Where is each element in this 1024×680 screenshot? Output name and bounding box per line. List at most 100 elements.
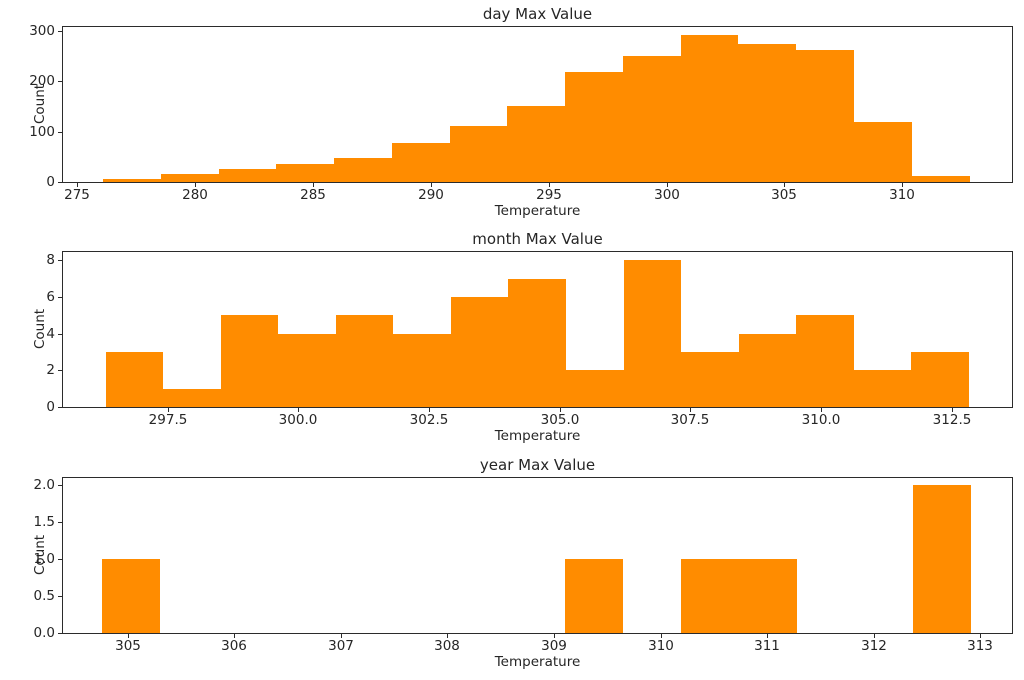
y-tick-mark — [58, 596, 62, 597]
histogram-bar — [566, 370, 624, 407]
histogram-bar — [681, 352, 739, 407]
x-tick-mark — [341, 634, 342, 638]
y-tick-label: 6 — [46, 289, 55, 305]
x-tick-mark — [767, 634, 768, 638]
y-tick-label: 300 — [29, 23, 55, 39]
y-tick-mark — [58, 260, 62, 261]
x-tick-label: 313 — [967, 638, 993, 654]
histogram-bar — [508, 279, 566, 407]
histogram-bar — [336, 315, 393, 407]
plot-area — [62, 26, 1013, 183]
x-tick-label: 309 — [541, 638, 567, 654]
histogram-bar — [334, 158, 392, 182]
histogram-bar — [219, 169, 276, 182]
histogram-bar — [623, 56, 681, 182]
histogram-bar — [392, 143, 450, 182]
histogram-bar — [796, 315, 854, 407]
x-tick-mark — [234, 634, 235, 638]
histogram-bar — [913, 485, 971, 633]
y-tick-mark — [58, 334, 62, 335]
y-tick-label: 2.0 — [33, 477, 55, 493]
y-tick-mark — [58, 370, 62, 371]
x-tick-label: 305 — [771, 187, 797, 203]
x-tick-label: 300 — [654, 187, 680, 203]
y-tick-label: 1.5 — [33, 514, 55, 530]
x-tick-mark — [429, 408, 430, 412]
x-tick-mark — [980, 634, 981, 638]
y-tick-mark — [58, 182, 62, 183]
histogram-bar — [450, 126, 507, 182]
x-tick-mark — [128, 634, 129, 638]
y-tick-mark — [58, 81, 62, 82]
y-tick-label: 0.0 — [33, 625, 55, 641]
x-tick-mark — [447, 634, 448, 638]
histogram-bar — [393, 334, 451, 407]
histogram-bar — [681, 35, 738, 182]
chart-title: year Max Value — [479, 456, 596, 474]
x-tick-label: 312 — [861, 638, 887, 654]
y-tick-label: 4 — [46, 326, 55, 342]
y-tick-label: 0 — [46, 174, 55, 190]
x-tick-mark — [902, 183, 903, 187]
y-tick-mark — [58, 485, 62, 486]
y-tick-label: 0 — [46, 399, 55, 415]
y-tick-label: 100 — [29, 124, 55, 140]
y-tick-mark — [58, 559, 62, 560]
x-tick-label: 295 — [536, 187, 562, 203]
y-tick-label: 1.0 — [33, 551, 55, 567]
histogram-bar — [854, 370, 911, 407]
x-tick-mark — [431, 183, 432, 187]
x-tick-mark — [554, 634, 555, 638]
plot-area — [62, 251, 1013, 408]
histogram-bar — [221, 315, 278, 407]
x-tick-label: 310.0 — [801, 412, 841, 428]
x-tick-mark — [313, 183, 314, 187]
plot-area — [62, 477, 1013, 634]
histogram-bar — [102, 559, 160, 633]
y-tick-mark — [58, 522, 62, 523]
x-tick-label: 280 — [182, 187, 208, 203]
y-tick-label: 8 — [46, 252, 55, 268]
x-tick-label: 310 — [889, 187, 915, 203]
x-tick-label: 307.5 — [670, 412, 710, 428]
x-tick-label: 307 — [328, 638, 354, 654]
x-axis-label: Temperature — [494, 203, 581, 219]
x-tick-mark — [77, 183, 78, 187]
histogram-bar — [912, 176, 970, 182]
x-tick-label: 306 — [221, 638, 247, 654]
x-tick-mark — [560, 408, 561, 412]
histogram-bar — [854, 122, 912, 182]
x-tick-label: 302.5 — [409, 412, 449, 428]
x-tick-mark — [784, 183, 785, 187]
histogram-bar — [681, 559, 739, 633]
x-tick-mark — [549, 183, 550, 187]
histogram-bar — [451, 297, 508, 407]
y-tick-mark — [58, 407, 62, 408]
y-tick-mark — [58, 297, 62, 298]
histogram-bar — [278, 334, 336, 407]
x-tick-mark — [952, 408, 953, 412]
histogram-bar — [565, 72, 623, 182]
histogram-bar — [739, 559, 797, 633]
x-tick-label: 297.5 — [148, 412, 188, 428]
x-tick-label: 285 — [300, 187, 326, 203]
x-tick-label: 311 — [754, 638, 780, 654]
histogram-bar — [106, 352, 163, 407]
x-tick-mark — [667, 183, 668, 187]
x-tick-label: 300.0 — [278, 412, 318, 428]
x-tick-label: 305 — [115, 638, 141, 654]
x-axis-label: Temperature — [494, 654, 581, 670]
x-tick-label: 275 — [64, 187, 90, 203]
histogram-bar — [276, 164, 334, 182]
x-tick-label: 290 — [418, 187, 444, 203]
histogram-bar — [103, 179, 161, 182]
chart-title: day Max Value — [482, 5, 593, 23]
x-tick-label: 310 — [648, 638, 674, 654]
y-tick-label: 200 — [29, 73, 55, 89]
x-tick-label: 305.0 — [540, 412, 580, 428]
x-tick-label: 312.5 — [932, 412, 972, 428]
histogram-bar — [796, 50, 854, 182]
